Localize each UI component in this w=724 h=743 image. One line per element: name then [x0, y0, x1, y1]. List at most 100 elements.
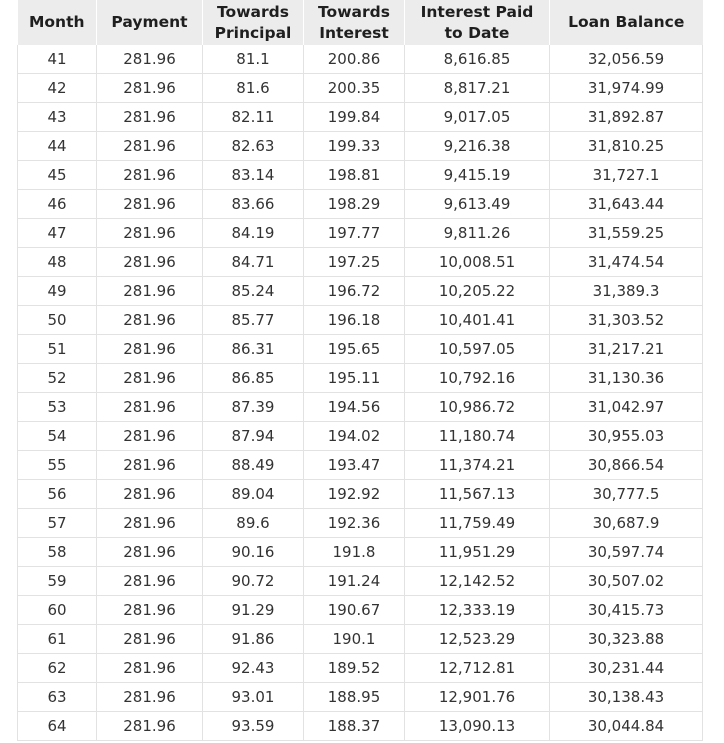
towards-principal-cell: 85.24: [202, 276, 304, 306]
towards-principal-cell: 85.77: [202, 305, 304, 335]
payment-cell: 281.96: [96, 421, 203, 451]
towards-interest-cell: 196.72: [303, 276, 405, 306]
towards-principal-cell: 83.66: [202, 189, 304, 219]
payment-cell: 281.96: [96, 595, 203, 625]
loan-balance-cell: 30,955.03: [549, 421, 703, 451]
table-row: 61 281.96 91.86 190.1 12,523.29 30,323.88: [17, 624, 703, 654]
payment-cell: 281.96: [96, 682, 203, 712]
table-row: 63 281.96 93.01 188.95 12,901.76 30,138.43: [17, 682, 703, 712]
interest-paid-cell: 9,216.38: [404, 131, 550, 161]
table-row: 41 281.96 81.1 200.86 8,616.85 32,056.59: [17, 45, 703, 74]
interest-paid-cell: 10,597.05: [404, 334, 550, 364]
month-cell: 60: [17, 595, 97, 625]
month-cell: 55: [17, 450, 97, 480]
towards-interest-cell: 188.37: [303, 711, 405, 741]
payment-cell: 281.96: [96, 334, 203, 364]
loan-balance-cell: 30,044.84: [549, 711, 703, 741]
loan-balance-cell: 31,810.25: [549, 131, 703, 161]
towards-interest-cell: 195.65: [303, 334, 405, 364]
towards-interest-cell: 193.47: [303, 450, 405, 480]
payment-cell: 281.96: [96, 305, 203, 335]
header-towards-principal-line-2: Principal: [214, 23, 292, 42]
towards-principal-cell: 82.11: [202, 102, 304, 132]
header-loan-balance: Loan Balance: [549, 0, 703, 45]
towards-interest-cell: 196.18: [303, 305, 405, 335]
towards-principal-cell: 91.86: [202, 624, 304, 654]
payment-cell: 281.96: [96, 479, 203, 509]
towards-interest-cell: 192.92: [303, 479, 405, 509]
table-row: 62 281.96 92.43 189.52 12,712.81 30,231.44: [17, 653, 703, 683]
loan-balance-cell: 30,687.9: [549, 508, 703, 538]
interest-paid-cell: 11,567.13: [404, 479, 550, 509]
towards-principal-cell: 86.85: [202, 363, 304, 393]
interest-paid-cell: 12,333.19: [404, 595, 550, 625]
month-cell: 57: [17, 508, 97, 538]
towards-principal-cell: 84.19: [202, 218, 304, 248]
interest-paid-cell: 8,817.21: [404, 73, 550, 103]
table-header: Month Payment Towards Principal Towards …: [17, 0, 703, 45]
towards-interest-cell: 197.77: [303, 218, 405, 248]
table-row: 56 281.96 89.04 192.92 11,567.13 30,777.5: [17, 479, 703, 509]
table-row: 52 281.96 86.85 195.11 10,792.16 31,130.36: [17, 363, 703, 393]
loan-balance-cell: 30,323.88: [549, 624, 703, 654]
table-row: 48 281.96 84.71 197.25 10,008.51 31,474.54: [17, 247, 703, 277]
header-interest-paid-line-1: Interest Paid: [420, 2, 534, 21]
table-row: 50 281.96 85.77 196.18 10,401.41 31,303.52: [17, 305, 703, 335]
towards-principal-cell: 93.59: [202, 711, 304, 741]
interest-paid-cell: 12,523.29: [404, 624, 550, 654]
month-cell: 58: [17, 537, 97, 567]
loan-balance-cell: 30,138.43: [549, 682, 703, 712]
towards-principal-cell: 87.94: [202, 421, 304, 451]
loan-balance-cell: 31,217.21: [549, 334, 703, 364]
month-cell: 42: [17, 73, 97, 103]
loan-balance-cell: 31,643.44: [549, 189, 703, 219]
table-row: 47 281.96 84.19 197.77 9,811.26 31,559.25: [17, 218, 703, 248]
payment-cell: 281.96: [96, 653, 203, 683]
month-cell: 50: [17, 305, 97, 335]
towards-interest-cell: 192.36: [303, 508, 405, 538]
payment-cell: 281.96: [96, 247, 203, 277]
towards-interest-cell: 189.52: [303, 653, 405, 683]
interest-paid-cell: 10,401.41: [404, 305, 550, 335]
interest-paid-cell: 10,008.51: [404, 247, 550, 277]
amortization-table: Month Payment Towards Principal Towards …: [17, 0, 703, 741]
table-row: 42 281.96 81.6 200.35 8,817.21 31,974.99: [17, 73, 703, 103]
month-cell: 61: [17, 624, 97, 654]
towards-principal-cell: 89.04: [202, 479, 304, 509]
header-towards-interest-line-1: Towards: [318, 2, 390, 21]
interest-paid-cell: 12,142.52: [404, 566, 550, 596]
towards-interest-cell: 188.95: [303, 682, 405, 712]
table-row: 57 281.96 89.6 192.36 11,759.49 30,687.9: [17, 508, 703, 538]
loan-balance-cell: 30,777.5: [549, 479, 703, 509]
interest-paid-cell: 9,415.19: [404, 160, 550, 190]
month-cell: 53: [17, 392, 97, 422]
payment-cell: 281.96: [96, 45, 203, 74]
table-row: 55 281.96 88.49 193.47 11,374.21 30,866.54: [17, 450, 703, 480]
loan-balance-cell: 32,056.59: [549, 45, 703, 74]
towards-principal-cell: 92.43: [202, 653, 304, 683]
interest-paid-cell: 10,792.16: [404, 363, 550, 393]
payment-cell: 281.96: [96, 566, 203, 596]
loan-balance-cell: 30,597.74: [549, 537, 703, 567]
month-cell: 44: [17, 131, 97, 161]
towards-interest-cell: 194.02: [303, 421, 405, 451]
table-row: 51 281.96 86.31 195.65 10,597.05 31,217.21: [17, 334, 703, 364]
towards-principal-cell: 81.1: [202, 45, 304, 74]
month-cell: 49: [17, 276, 97, 306]
table-row: 44 281.96 82.63 199.33 9,216.38 31,810.25: [17, 131, 703, 161]
interest-paid-cell: 10,205.22: [404, 276, 550, 306]
loan-balance-cell: 31,389.3: [549, 276, 703, 306]
interest-paid-cell: 9,613.49: [404, 189, 550, 219]
towards-interest-cell: 198.29: [303, 189, 405, 219]
towards-interest-cell: 200.35: [303, 73, 405, 103]
month-cell: 62: [17, 653, 97, 683]
towards-interest-cell: 198.81: [303, 160, 405, 190]
table-row: 43 281.96 82.11 199.84 9,017.05 31,892.87: [17, 102, 703, 132]
month-cell: 51: [17, 334, 97, 364]
table-row: 59 281.96 90.72 191.24 12,142.52 30,507.02: [17, 566, 703, 596]
month-cell: 54: [17, 421, 97, 451]
header-towards-principal-line-1: Towards: [217, 2, 289, 21]
payment-cell: 281.96: [96, 276, 203, 306]
payment-cell: 281.96: [96, 131, 203, 161]
